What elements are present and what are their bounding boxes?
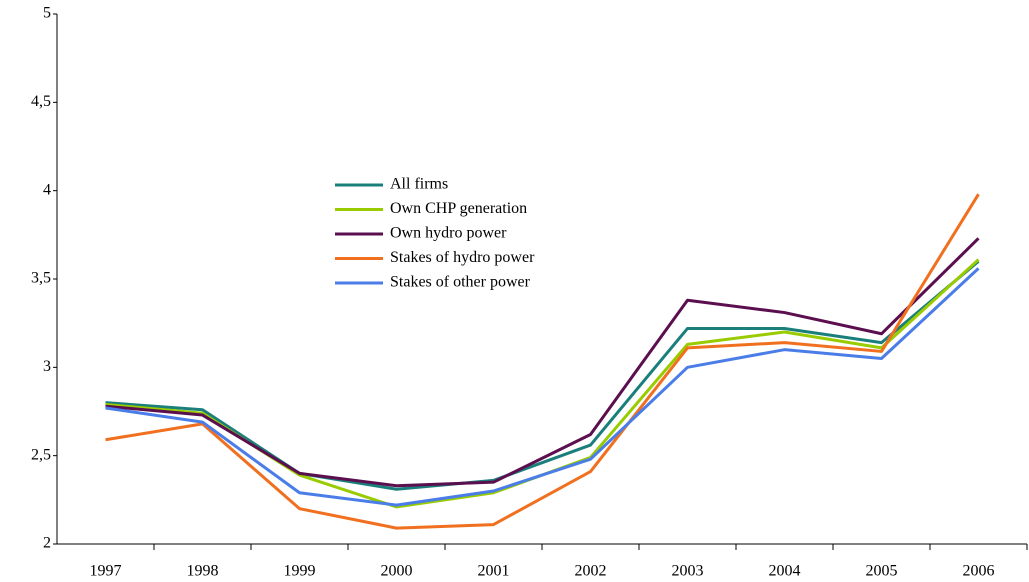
x-tick-label: 2005: [866, 563, 898, 580]
y-tick-label: 4,5: [31, 93, 51, 110]
x-tick-label: 2000: [381, 563, 413, 580]
y-tick-label: 2,5: [31, 446, 51, 463]
x-tick-label: 2002: [575, 563, 607, 580]
y-tick-label: 2: [43, 535, 51, 552]
series-line: [105, 193, 980, 530]
series-line: [105, 260, 980, 491]
x-tick-label: 2004: [769, 563, 801, 580]
series-line: [105, 267, 980, 507]
series-line: [105, 258, 980, 509]
legend-label: Own CHP generation: [390, 200, 527, 217]
y-tick-label: 4: [43, 181, 51, 198]
y-tick-label: 3,5: [31, 270, 51, 287]
x-tick-label: 1998: [187, 563, 219, 580]
legend-label: Own hydro power: [390, 225, 507, 242]
series-line: [105, 237, 980, 488]
legend-label: Stakes of other power: [390, 274, 531, 291]
x-tick-label: 1997: [90, 563, 122, 580]
y-tick-label: 3: [43, 358, 51, 375]
x-tick-label: 2006: [963, 563, 995, 580]
legend-label: All firms: [390, 176, 448, 193]
x-tick-label: 1999: [284, 563, 316, 580]
x-tick-label: 2001: [478, 563, 510, 580]
legend-label: Stakes of hydro power: [390, 249, 535, 266]
x-tick-label: 2003: [672, 563, 704, 580]
y-tick-label: 5: [43, 5, 51, 22]
